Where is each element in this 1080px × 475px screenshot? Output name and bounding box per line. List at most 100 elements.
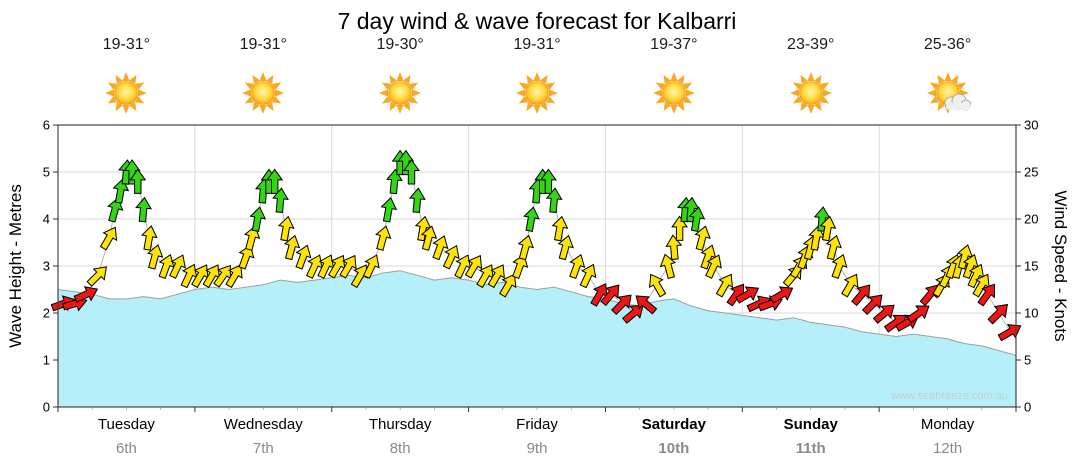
wind-arrow	[243, 225, 261, 251]
wind-arrow	[499, 273, 517, 298]
right-axis-tick-label: 5	[1024, 353, 1031, 368]
sun-icon	[242, 72, 285, 114]
wind-arrow	[688, 206, 706, 232]
wind-arrow	[659, 253, 677, 280]
wind-arrow	[523, 206, 540, 232]
wind-arrow	[420, 225, 438, 251]
wind-arrow	[517, 234, 535, 261]
wind-arrow	[283, 234, 301, 261]
day-date: 8th	[389, 440, 411, 457]
day-temp: 19-37°	[650, 36, 698, 53]
day-name: Monday	[920, 416, 975, 433]
wind-arrow	[403, 159, 420, 185]
wind-arrow	[464, 254, 483, 279]
left-axis-tick-label: 3	[43, 259, 50, 274]
wind-arrow	[129, 168, 147, 194]
wind-arrow	[997, 323, 1022, 342]
wind-arrow	[86, 266, 107, 287]
wind-arrow	[135, 196, 153, 223]
wind-arrow	[851, 284, 871, 307]
wind-arrow	[487, 264, 505, 289]
wind-arrow	[339, 254, 357, 279]
wind-arrow	[362, 254, 380, 279]
wind-arrow	[987, 303, 1008, 325]
wind-arrow	[551, 215, 569, 242]
wind-arrow	[432, 235, 449, 261]
page-title: 7 day wind & wave forecast for Kalbarri	[337, 8, 737, 34]
wind-arrow	[715, 273, 734, 298]
wind-arrow	[735, 286, 760, 304]
right-axis-tick-label: 15	[1024, 259, 1038, 274]
wind-arrow	[107, 197, 124, 223]
wind-arrow	[249, 206, 267, 232]
wind-arrow	[977, 283, 996, 307]
wind-arrow	[442, 244, 460, 270]
sun-cloud-icon	[926, 72, 971, 114]
wind-arrow	[569, 253, 586, 280]
day-name: Wednesday	[223, 416, 303, 433]
watermark: www.seabreeze.com.au	[890, 390, 1008, 402]
day-temp: 25-36°	[923, 36, 972, 53]
day-date: 11th	[795, 440, 826, 457]
wind-arrow	[380, 196, 398, 223]
wind-arrow	[408, 187, 426, 213]
wind-arrow	[545, 187, 563, 213]
day-name: Sunday	[783, 416, 838, 433]
day-name: Friday	[516, 416, 558, 433]
wind-arrow	[579, 263, 597, 289]
wind-arrow	[272, 187, 289, 213]
wind-arrow	[665, 234, 683, 260]
wind-arrow	[769, 286, 794, 304]
wind-arrow	[169, 254, 186, 279]
sun-icon	[379, 72, 422, 114]
wind-arrow	[906, 305, 930, 324]
wind-arrow	[386, 168, 403, 195]
wind-arrow	[146, 244, 164, 270]
sun-icon	[789, 72, 832, 114]
wind-arrow	[831, 253, 848, 280]
right-axis-tick-label: 25	[1024, 165, 1038, 180]
day-temp: 23-39°	[787, 36, 835, 53]
wave-height-line	[57, 270, 1017, 356]
left-axis-tick-label: 1	[43, 353, 50, 368]
sun-icon	[516, 72, 558, 114]
day-name: Saturday	[641, 416, 706, 433]
left-axis-tick-label: 5	[43, 165, 50, 180]
wind-arrow	[819, 215, 837, 242]
day-name: Thursday	[368, 416, 432, 433]
wave-height-area	[58, 270, 1016, 407]
wind-arrow	[225, 264, 243, 289]
wind-arrow	[238, 244, 255, 270]
wind-arrow	[621, 304, 644, 324]
day-date: 12th	[932, 440, 963, 457]
wind-arrow	[141, 225, 158, 251]
wind-arrow	[158, 253, 175, 280]
left-axis-tick-label: 6	[43, 118, 50, 133]
wind-arrow	[112, 178, 130, 204]
wind-arrow	[557, 234, 574, 261]
wind-arrow	[648, 273, 667, 298]
day-date: 10th	[658, 440, 690, 457]
day-date: 7th	[252, 440, 274, 457]
wind-arrow	[73, 286, 99, 303]
wind-arrow	[705, 254, 722, 279]
wind-arrow	[611, 294, 632, 316]
wind-arrow	[671, 215, 689, 241]
left-axis-tick-label: 4	[43, 212, 50, 227]
day-date: 6th	[115, 440, 137, 457]
cloud-icon	[944, 93, 971, 111]
right-axis-tick-label: 10	[1024, 306, 1038, 321]
wind-arrow	[512, 253, 529, 280]
wind-arrow	[919, 284, 939, 307]
wind-arrow	[872, 304, 895, 324]
wind-arrow	[861, 294, 883, 316]
wind-arrow	[277, 215, 295, 242]
sun-icon	[105, 72, 148, 114]
wind-arrow	[539, 168, 557, 194]
right-axis-tick-label: 20	[1024, 212, 1038, 227]
wind-arrow	[825, 234, 842, 261]
wind-arrow	[600, 284, 620, 307]
day-name: Tuesday	[97, 416, 155, 433]
